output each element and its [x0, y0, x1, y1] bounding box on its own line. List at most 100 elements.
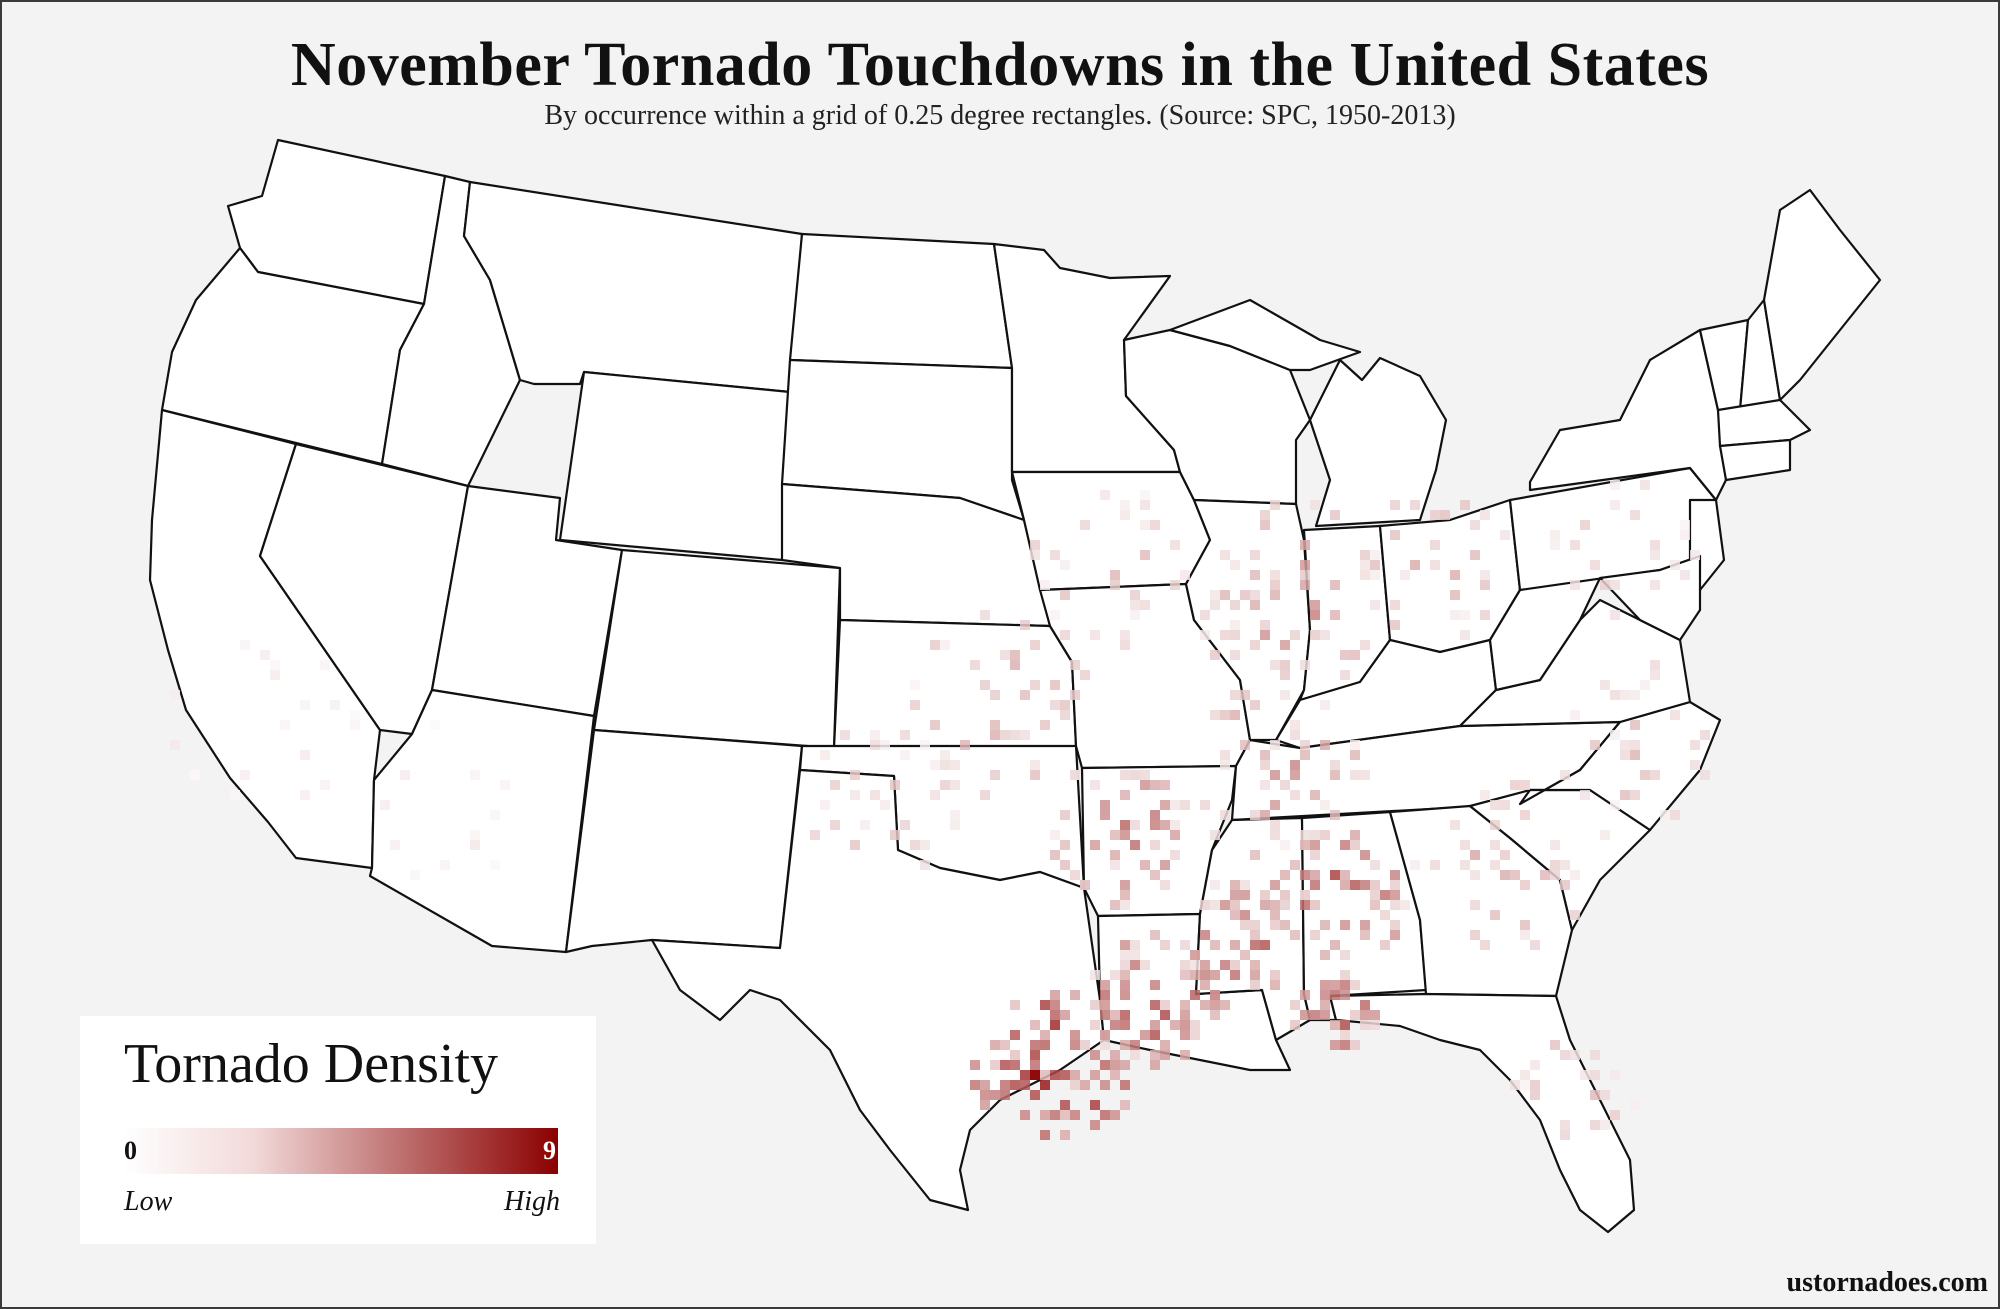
density-cell — [1120, 640, 1130, 650]
density-cell — [1340, 1040, 1350, 1050]
density-cell — [1240, 590, 1250, 600]
density-cell — [1270, 570, 1280, 580]
density-cell — [1130, 610, 1140, 620]
density-cell — [1130, 770, 1140, 780]
density-cell — [1520, 780, 1530, 790]
density-cell — [1180, 1020, 1190, 1030]
density-cell — [1620, 740, 1630, 750]
density-cell — [1520, 920, 1530, 930]
density-cell — [1340, 950, 1350, 960]
density-cell — [1220, 630, 1230, 640]
density-cell — [410, 870, 420, 880]
density-cell — [1060, 1010, 1070, 1020]
density-cell — [1050, 1010, 1060, 1020]
density-cell — [1150, 930, 1160, 940]
density-cell — [1280, 920, 1290, 930]
density-cell — [1550, 870, 1560, 880]
density-cell — [1140, 1030, 1150, 1040]
density-cell — [1050, 1110, 1060, 1120]
density-cell — [1170, 800, 1180, 810]
density-cell — [1250, 640, 1260, 650]
density-cell — [1210, 590, 1220, 600]
density-cell — [1070, 1030, 1080, 1040]
density-cell — [1100, 1110, 1110, 1120]
density-cell — [1230, 900, 1240, 910]
density-cell — [1310, 850, 1320, 860]
density-cell — [1630, 510, 1640, 520]
density-cell — [1060, 1130, 1070, 1140]
density-cell — [1210, 940, 1220, 950]
density-cell — [1200, 930, 1210, 940]
density-cell — [1250, 930, 1260, 940]
density-cell — [1250, 940, 1260, 950]
density-cell — [1220, 1000, 1230, 1010]
density-cell — [1010, 1030, 1020, 1040]
state-north-dakota — [788, 232, 1014, 370]
density-cell — [1210, 650, 1220, 660]
density-cell — [1350, 830, 1360, 840]
density-cell — [1600, 580, 1610, 590]
density-cell — [1270, 740, 1280, 750]
density-cell — [1300, 570, 1310, 580]
legend-min-value: 0 — [124, 1136, 137, 1165]
density-cell — [1300, 1010, 1310, 1020]
density-cell — [1030, 760, 1040, 770]
density-cell — [1320, 630, 1330, 640]
density-cell — [1050, 550, 1060, 560]
density-cell — [1130, 1040, 1140, 1050]
density-cell — [1080, 520, 1090, 530]
density-cell — [1320, 830, 1330, 840]
density-cell — [1240, 740, 1250, 750]
density-cell — [1100, 1040, 1110, 1050]
density-cell — [1570, 710, 1580, 720]
density-cell — [1250, 850, 1260, 860]
density-cell — [1520, 1070, 1530, 1080]
density-cell — [1220, 810, 1230, 820]
density-cell — [1390, 890, 1400, 900]
density-cell — [320, 780, 330, 790]
density-cell — [1340, 670, 1350, 680]
density-cell — [1010, 1060, 1020, 1070]
map-title: November Tornado Touchdowns in the Unite… — [290, 31, 1710, 99]
density-cell — [1360, 1000, 1370, 1010]
density-cell — [950, 780, 960, 790]
density-cell — [1230, 890, 1240, 900]
density-cell — [1090, 840, 1100, 850]
density-cell — [1310, 610, 1320, 620]
density-cell — [1240, 690, 1250, 700]
state-michigan — [1308, 356, 1448, 528]
density-cell — [1120, 970, 1130, 980]
density-cell — [1050, 850, 1060, 860]
density-cell — [1040, 720, 1050, 730]
density-cell — [1160, 820, 1170, 830]
density-cell — [920, 840, 930, 850]
density-cell — [1380, 890, 1390, 900]
density-cell — [1090, 780, 1100, 790]
density-cell — [1550, 1040, 1560, 1050]
state-michigan-upper — [1168, 298, 1362, 372]
density-cell — [1150, 840, 1160, 850]
density-cell — [1150, 780, 1160, 790]
density-cell — [1410, 500, 1420, 510]
state-maryland — [1598, 554, 1702, 642]
density-cell — [1160, 940, 1170, 950]
density-cell — [230, 790, 240, 800]
density-cell — [1230, 650, 1240, 660]
density-cell — [1290, 630, 1300, 640]
density-cell — [1250, 960, 1260, 970]
density-cell — [1330, 980, 1340, 990]
density-cell — [1280, 660, 1290, 670]
density-cell — [330, 700, 340, 710]
density-cell — [1120, 770, 1130, 780]
density-cell — [1490, 820, 1500, 830]
density-cell — [1070, 1040, 1080, 1050]
density-cell — [1530, 1060, 1540, 1070]
density-cell — [1350, 980, 1360, 990]
density-cell — [900, 820, 910, 830]
density-cell — [490, 860, 500, 870]
density-cell — [1210, 830, 1220, 840]
density-cell — [1120, 1020, 1130, 1030]
density-cell — [940, 640, 950, 650]
density-cell — [1020, 690, 1030, 700]
density-cell — [1010, 650, 1020, 660]
